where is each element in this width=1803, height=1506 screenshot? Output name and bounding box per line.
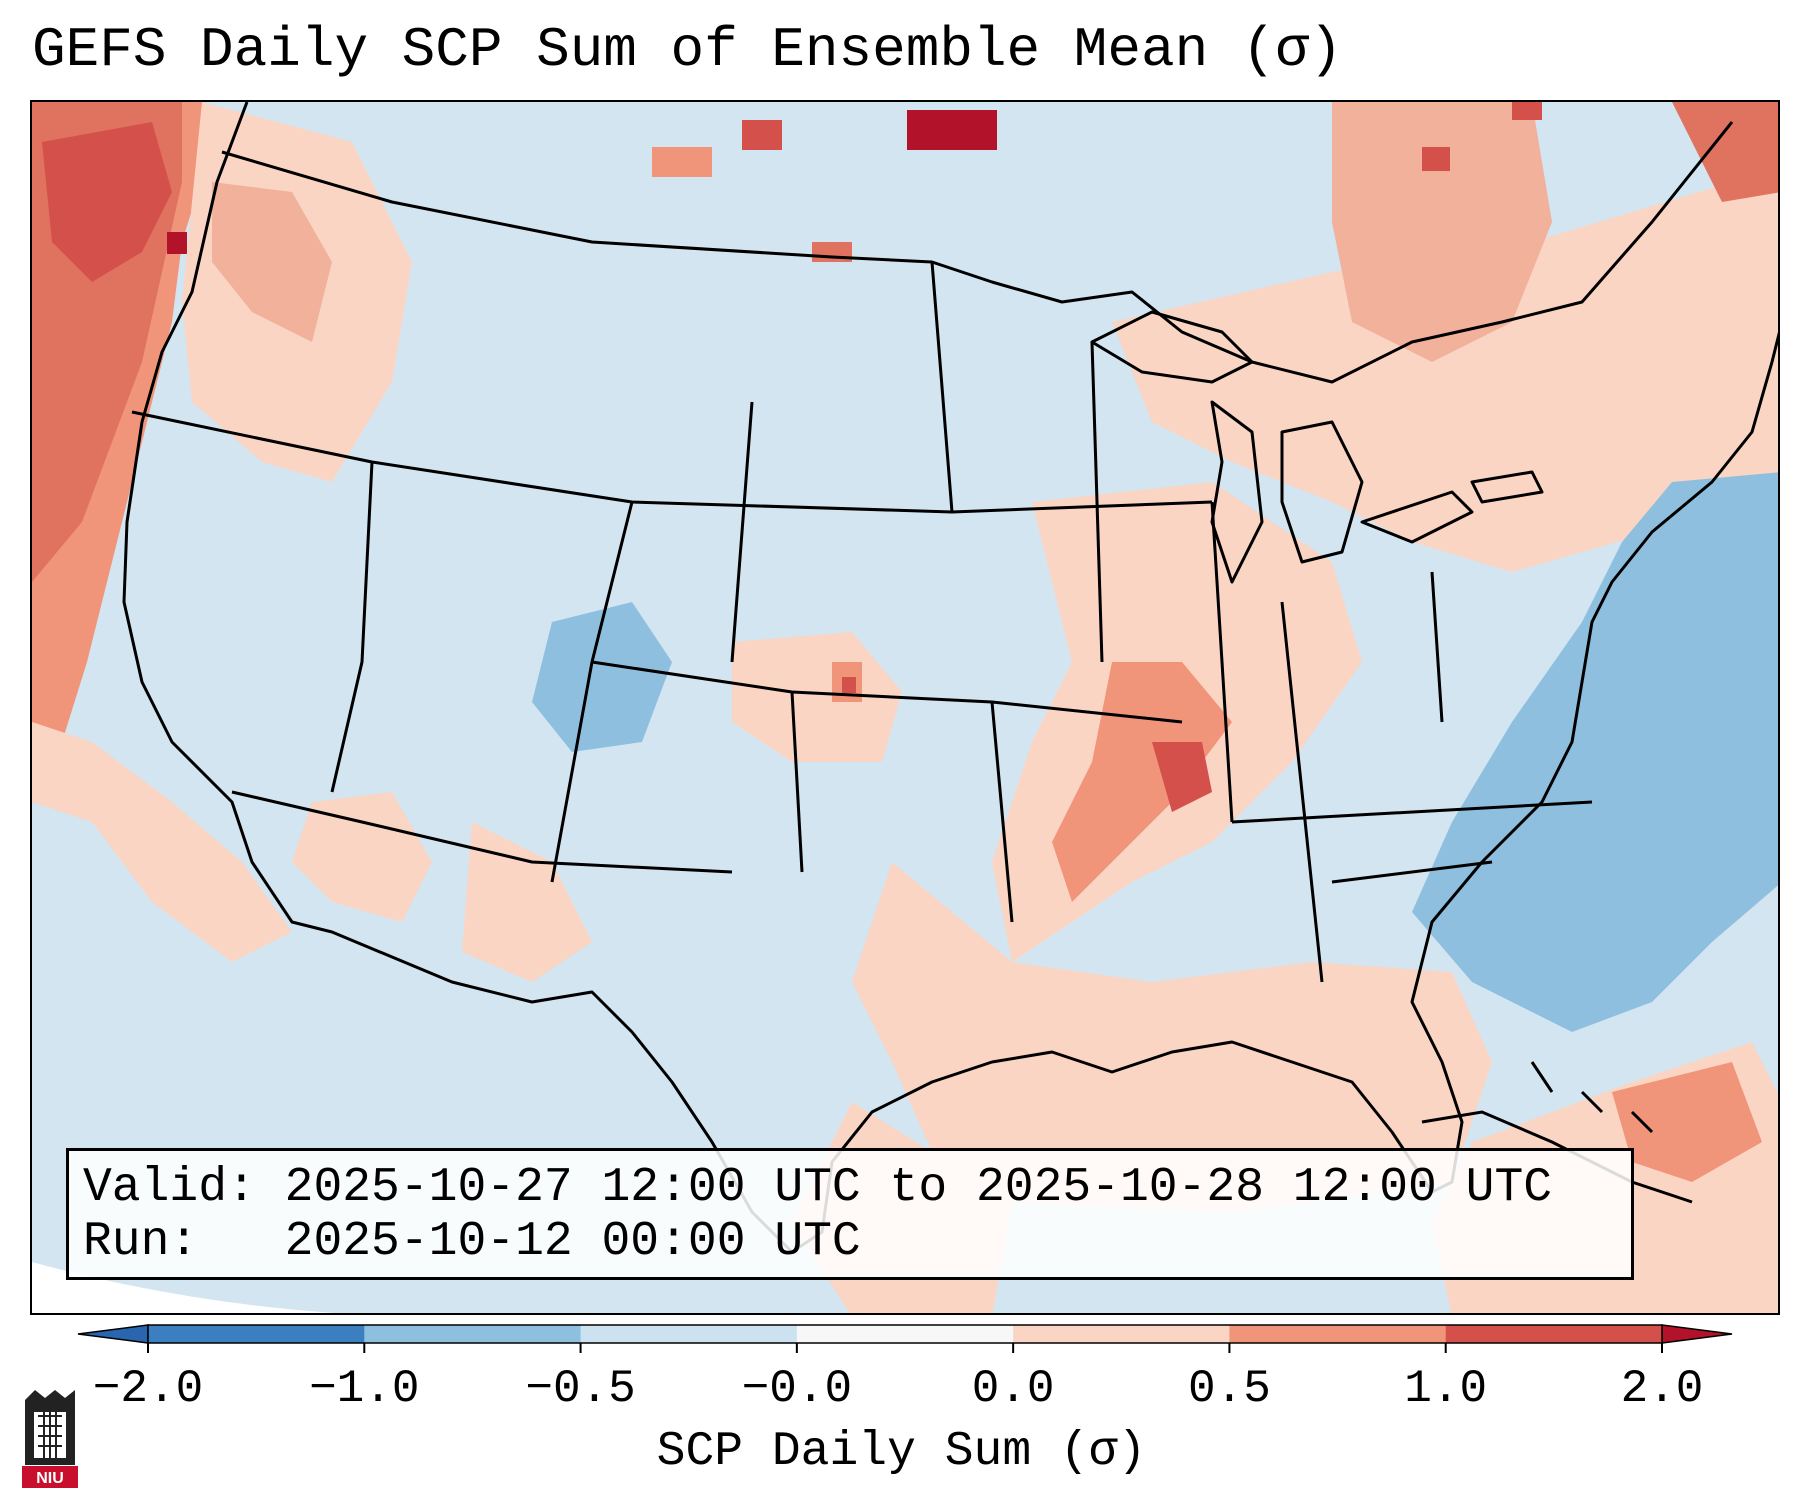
- colorbar-tick-label: −2.0: [93, 1363, 203, 1415]
- logo-text: NIU: [36, 1470, 64, 1487]
- colorbar-bin: [1013, 1325, 1230, 1343]
- figure-title: GEFS Daily SCP Sum of Ensemble Mean (σ): [32, 18, 1343, 82]
- coastlines-and-borders: [122, 102, 1778, 1254]
- colorbar-bin: [796, 1325, 1014, 1343]
- anomaly-colorado-negative: [532, 602, 672, 752]
- run-line: Run: 2025-10-12 00:00 UTC: [83, 1215, 1617, 1269]
- colorbar-tick-label: −0.0: [742, 1363, 852, 1415]
- anomaly-canada-spots: [652, 110, 997, 262]
- anomaly-southwest: [292, 792, 592, 982]
- colorbar-extend-min: [77, 1324, 149, 1344]
- anomaly-atlantic-negative: [1412, 472, 1778, 1032]
- colorbar-tick-label: −0.5: [525, 1363, 635, 1415]
- domain-edge: [32, 1262, 336, 1313]
- anomaly-northeast: [1112, 102, 1778, 572]
- islands: [1421, 1061, 1693, 1204]
- colorbar: −2.0 −1.0 −0.5 −0.0 0.0 0.5 1.0 2.0: [77, 1324, 1733, 1415]
- valid-run-info-box: Valid: 2025-10-27 12:00 UTC to 2025-10-2…: [66, 1148, 1634, 1280]
- colorbar-label: SCP Daily Sum (σ): [656, 1425, 1147, 1479]
- colorbar-tick-label: 1.0: [1404, 1363, 1487, 1415]
- run-label: Run:: [83, 1215, 199, 1269]
- colorbar-bin: [1229, 1325, 1447, 1343]
- colorbar-bin: [364, 1325, 582, 1343]
- colorbar-tick-label: 0.5: [1188, 1363, 1271, 1415]
- colorbar-extend-max: [1661, 1324, 1733, 1344]
- anomaly-pacific-nw: [32, 102, 412, 962]
- map-panel: [30, 100, 1780, 1315]
- colorbar-bin: [1445, 1325, 1663, 1343]
- colorbar-tick-label: 0.0: [972, 1363, 1055, 1415]
- colorbar-frame: [147, 1324, 1663, 1344]
- valid-line: Valid: 2025-10-27 12:00 UTC to 2025-10-2…: [83, 1161, 1617, 1215]
- run-value: 2025-10-12 00:00 UTC: [284, 1215, 861, 1269]
- colorbar-tick-label: 2.0: [1621, 1363, 1704, 1415]
- colorbar-tick-label: −1.0: [309, 1363, 419, 1415]
- colorbar-bin: [580, 1325, 798, 1343]
- valid-value: 2025-10-27 12:00 UTC to 2025-10-28 12:00…: [284, 1161, 1553, 1215]
- valid-label: Valid:: [83, 1161, 256, 1215]
- colorbar-bin: [148, 1325, 365, 1343]
- niu-logo: NIU: [22, 1390, 78, 1488]
